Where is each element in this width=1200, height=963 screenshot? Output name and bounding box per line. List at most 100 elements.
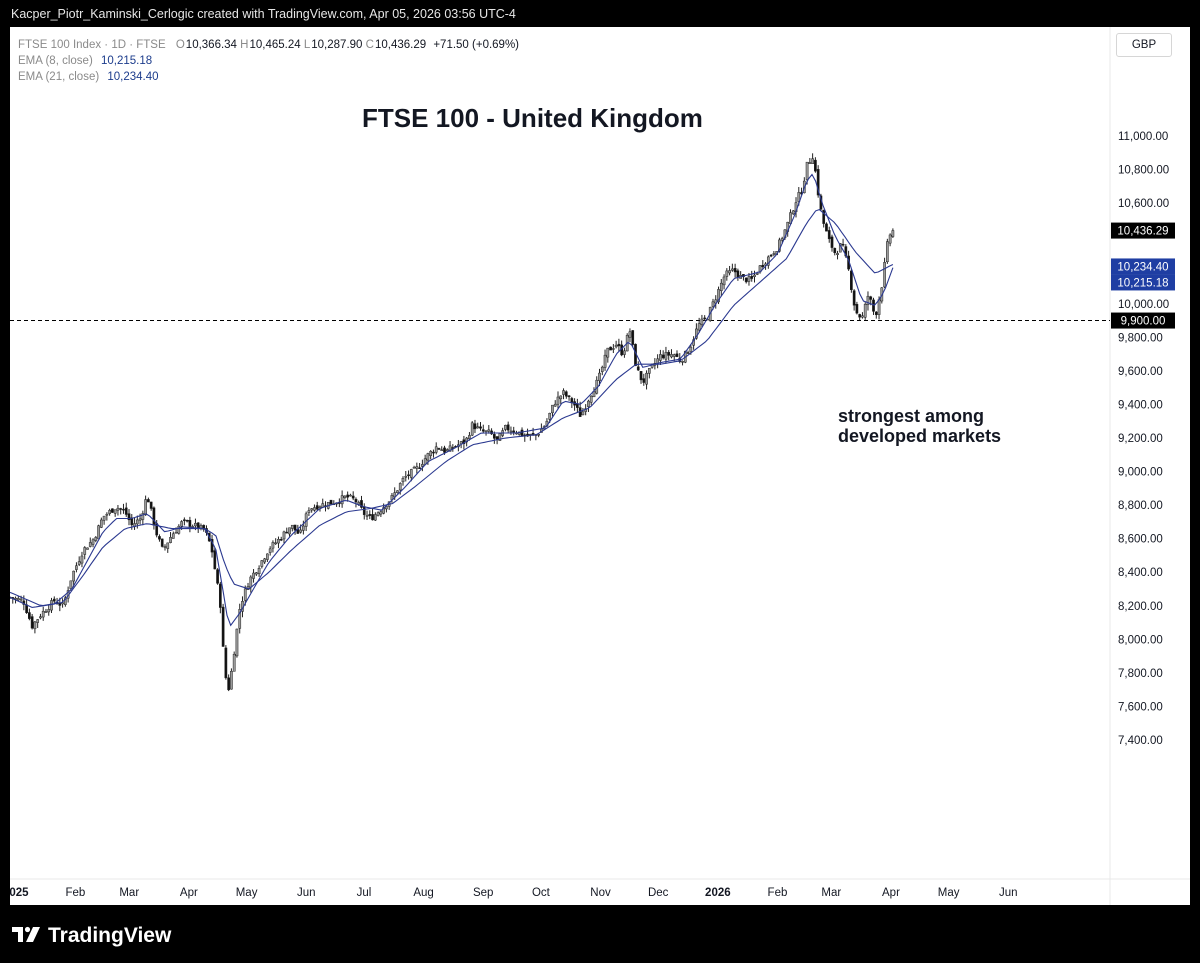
candle-body (822, 209, 826, 224)
candle-body (116, 507, 120, 511)
candle-body (94, 537, 98, 541)
y-tick-label: 7,400.00 (1118, 735, 1163, 747)
candle-body (75, 565, 78, 570)
candle-body (850, 270, 853, 291)
candle-body (108, 510, 111, 514)
legend-change: +71.50 (+0.69%) (433, 39, 519, 51)
tradingview-logo[interactable]: TradingView (12, 924, 171, 948)
candle-body (279, 539, 283, 541)
chart-title: FTSE 100 - United Kingdom (362, 103, 703, 133)
candle-body (437, 448, 441, 450)
x-tick-label: 2026 (705, 887, 731, 899)
candle-body (122, 508, 125, 511)
candle-body (44, 611, 48, 613)
candle-body (647, 368, 651, 374)
legend-high: 10,465.24 (249, 39, 301, 51)
x-tick-label: Oct (532, 887, 551, 899)
ema21-price-label-bg (1111, 258, 1175, 275)
candle-body (135, 519, 139, 525)
legend-high-label: H (240, 39, 249, 51)
chart-panel[interactable]: 7,400.00 7,600.00 7,800.00 8,000.00 8,200.00… (10, 27, 1190, 905)
candle-body (385, 506, 388, 510)
ema21-line[interactable] (10, 208, 894, 607)
candle-body (562, 390, 565, 395)
legend-ema8-value: 10,215.18 (100, 55, 153, 67)
candle-body (299, 529, 302, 533)
candle-body (249, 576, 253, 588)
candle-body (102, 515, 106, 521)
candle-body (69, 580, 73, 589)
candle-body (277, 539, 280, 544)
candle-body (827, 230, 831, 240)
candle-body (445, 449, 449, 452)
candle-body (47, 609, 51, 613)
candle-body (401, 478, 405, 483)
candle-body (639, 371, 643, 381)
candle-body (481, 429, 485, 432)
candle-body (274, 542, 278, 545)
candle-body (426, 453, 430, 461)
y-tick-label: 8,200.00 (1118, 601, 1163, 613)
candle-body (177, 525, 181, 534)
candle-body (808, 162, 812, 164)
candle-body (213, 550, 217, 570)
candle-body (778, 239, 781, 252)
candle-body (833, 247, 837, 254)
attribution-text: Kacper_Piotr_Kaminski_Cerlogic created w… (11, 7, 516, 21)
candle-body (379, 511, 383, 515)
y-tick-label: 8,000.00 (1118, 634, 1163, 646)
candle-body (224, 647, 228, 679)
ema8-price-label-bg (1111, 274, 1175, 291)
candle-body (719, 282, 723, 291)
candle-body (271, 542, 275, 549)
x-tick-label: Apr (180, 887, 198, 899)
candle-body (354, 498, 358, 503)
candle-body (30, 616, 34, 629)
candle-body (772, 253, 776, 255)
legend-ema8-row[interactable]: EMA (8, close) 10,215.18 (18, 53, 519, 69)
candle-body (600, 366, 604, 372)
legend-ema21-row[interactable]: EMA (21, close) 10,234.40 (18, 69, 519, 85)
candle-body (443, 447, 446, 453)
candle-body (72, 570, 76, 582)
candle-body (288, 527, 291, 535)
candle-body (531, 433, 535, 435)
candle-body (667, 351, 671, 356)
candle-body (130, 517, 134, 526)
legend-open: 10,366.34 (185, 39, 237, 51)
candle-body (202, 524, 206, 530)
candle-body (487, 429, 491, 432)
candle-body (376, 512, 380, 516)
candle-body (415, 466, 419, 469)
candle-body (836, 253, 839, 255)
currency-button[interactable]: GBP (1116, 33, 1172, 57)
price-chart[interactable]: 7,400.00 7,600.00 7,800.00 8,000.00 8,200.00… (10, 27, 1190, 905)
candle-body (769, 254, 773, 257)
candle-body (479, 426, 482, 429)
tradingview-brand: TradingView (48, 924, 172, 947)
legend-symbol[interactable]: FTSE 100 Index · 1D · FTSE (18, 39, 166, 51)
candle-body (722, 276, 726, 286)
candle-body (346, 494, 350, 498)
legend-close: 10,436.29 (374, 39, 427, 51)
candle-body (612, 348, 615, 350)
candle-body (210, 539, 214, 553)
candle-body (814, 159, 817, 172)
support-price-label: 9,900.00 (1121, 316, 1166, 328)
candle-body (185, 519, 189, 522)
candle-body (670, 354, 673, 358)
candle-body (711, 301, 715, 307)
candle-body (766, 256, 770, 266)
ema8-line[interactable] (10, 173, 894, 627)
ema8-price-label: 10,215.18 (1117, 277, 1168, 289)
candle-body (111, 508, 114, 513)
candle-body (567, 395, 571, 398)
x-tick-label: Feb (768, 887, 788, 899)
candle-body (559, 395, 563, 400)
legend-ema21-label: EMA (21, close) (18, 71, 100, 83)
candle-body (830, 236, 834, 248)
candle-body (645, 372, 648, 385)
candle-body (548, 412, 552, 420)
legend-ema21-value: 10,234.40 (107, 71, 159, 83)
y-tick-label: 11,000.00 (1118, 131, 1168, 143)
